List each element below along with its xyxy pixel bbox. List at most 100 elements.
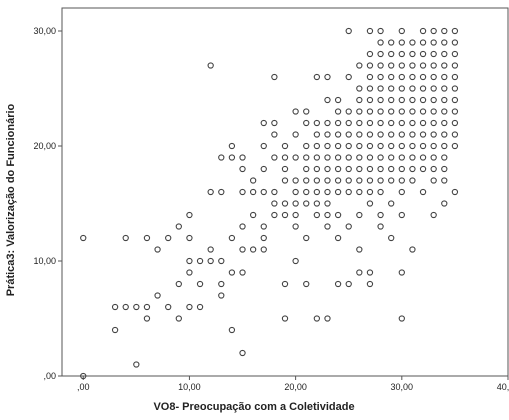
data-point bbox=[419, 50, 427, 58]
data-point bbox=[292, 188, 299, 196]
data-point bbox=[409, 142, 416, 150]
data-point bbox=[419, 142, 427, 150]
data-point bbox=[239, 154, 246, 161]
data-point bbox=[218, 292, 225, 299]
x-axis-title: VO8- Preocupação com a Coletividade bbox=[153, 401, 354, 413]
data-point bbox=[175, 223, 182, 230]
data-point bbox=[303, 280, 310, 288]
data-point bbox=[451, 119, 459, 127]
data-point bbox=[207, 62, 214, 69]
data-point bbox=[218, 280, 225, 288]
data-point bbox=[154, 292, 161, 299]
data-point bbox=[366, 73, 374, 81]
data-point bbox=[249, 211, 257, 219]
data-point bbox=[196, 303, 204, 311]
data-point bbox=[80, 372, 87, 380]
data-point bbox=[334, 188, 342, 196]
data-point bbox=[133, 361, 140, 368]
data-point bbox=[292, 200, 299, 207]
data-point bbox=[451, 142, 459, 150]
data-point bbox=[398, 62, 405, 69]
data-point bbox=[281, 211, 289, 219]
data-point bbox=[451, 62, 459, 69]
data-point bbox=[345, 73, 352, 81]
data-point bbox=[377, 223, 384, 230]
data-point bbox=[430, 108, 437, 115]
data-point bbox=[356, 165, 363, 173]
data-point bbox=[292, 211, 299, 219]
data-point bbox=[366, 27, 374, 35]
data-point bbox=[451, 96, 459, 104]
data-point bbox=[409, 108, 416, 115]
data-point bbox=[313, 315, 321, 322]
data-point bbox=[313, 154, 321, 161]
data-point bbox=[239, 165, 246, 173]
data-point bbox=[356, 188, 363, 196]
data-point bbox=[303, 142, 310, 150]
data-point bbox=[398, 108, 405, 115]
data-point bbox=[122, 303, 129, 311]
data-point bbox=[271, 154, 278, 161]
data-point bbox=[313, 200, 321, 207]
data-point bbox=[377, 50, 384, 58]
data-point bbox=[430, 142, 437, 150]
x-tick-label: 40,00 bbox=[497, 382, 509, 392]
data-point bbox=[419, 154, 427, 161]
data-point bbox=[165, 234, 172, 242]
data-point bbox=[260, 142, 267, 150]
data-point bbox=[313, 119, 321, 127]
data-point bbox=[334, 234, 342, 242]
data-point bbox=[388, 108, 395, 115]
data-point bbox=[430, 62, 437, 69]
data-point bbox=[271, 119, 278, 127]
y-tick-label: 10,00 bbox=[33, 256, 56, 266]
x-tick-label: 10,00 bbox=[178, 382, 201, 392]
data-point bbox=[260, 223, 267, 230]
data-point bbox=[345, 188, 352, 196]
data-point bbox=[324, 188, 331, 196]
data-point bbox=[345, 280, 352, 288]
data-point bbox=[186, 257, 193, 265]
data-point bbox=[175, 280, 182, 288]
data-point bbox=[334, 119, 342, 127]
data-point bbox=[239, 246, 246, 253]
data-point bbox=[388, 62, 395, 69]
data-point bbox=[143, 315, 151, 322]
data-point bbox=[366, 177, 374, 184]
data-point bbox=[356, 108, 363, 115]
y-tick-label: ,00 bbox=[43, 371, 56, 381]
data-point bbox=[271, 131, 278, 138]
data-point bbox=[356, 177, 363, 184]
data-point bbox=[249, 177, 257, 184]
data-point bbox=[419, 62, 427, 69]
data-point bbox=[366, 96, 374, 104]
data-point bbox=[324, 96, 331, 104]
data-point bbox=[409, 165, 416, 173]
data-point bbox=[313, 177, 321, 184]
data-point bbox=[186, 269, 193, 276]
data-point bbox=[419, 85, 427, 92]
data-point bbox=[249, 188, 257, 196]
data-point bbox=[324, 73, 331, 81]
data-point bbox=[419, 165, 427, 173]
data-point bbox=[441, 154, 448, 161]
data-point bbox=[377, 96, 384, 104]
data-point bbox=[366, 108, 374, 115]
data-point bbox=[356, 246, 363, 253]
data-point bbox=[388, 39, 395, 46]
data-point bbox=[409, 154, 416, 161]
data-point bbox=[324, 119, 331, 127]
data-point bbox=[377, 188, 384, 196]
data-point bbox=[228, 142, 236, 150]
data-point bbox=[398, 154, 405, 161]
data-point bbox=[419, 27, 427, 35]
data-point bbox=[377, 211, 384, 219]
data-point bbox=[356, 62, 363, 69]
data-point bbox=[430, 119, 437, 127]
data-point bbox=[303, 108, 310, 115]
data-point bbox=[409, 85, 416, 92]
data-point bbox=[334, 177, 342, 184]
data-point bbox=[345, 108, 352, 115]
data-point bbox=[260, 165, 267, 173]
data-point bbox=[239, 349, 246, 357]
